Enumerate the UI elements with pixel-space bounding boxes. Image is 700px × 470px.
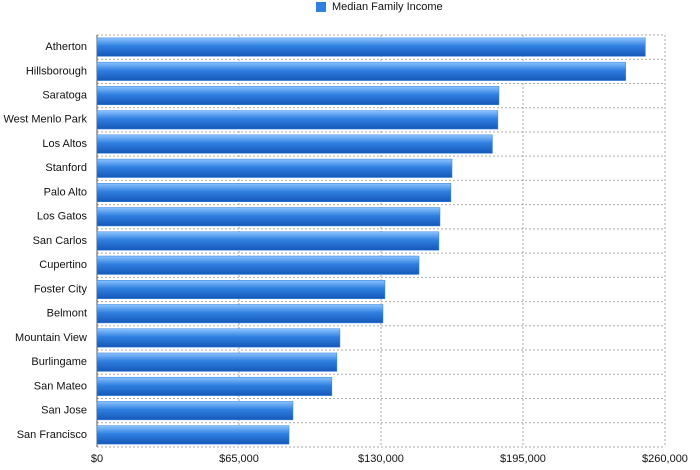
bar <box>96 376 333 396</box>
y-tick-label: Burlingame <box>31 356 87 368</box>
x-tick-label: $260,000 <box>642 453 688 465</box>
bar <box>96 401 294 421</box>
bar <box>96 86 500 106</box>
y-tick-label: Los Altos <box>42 138 87 150</box>
bar <box>96 61 626 81</box>
bar <box>96 207 441 227</box>
bar <box>96 231 440 251</box>
legend-label: Median Family Income <box>332 1 443 13</box>
legend-swatch <box>316 2 326 12</box>
bar <box>96 110 499 130</box>
bar <box>96 158 453 178</box>
y-tick-label: Palo Alto <box>44 186 87 198</box>
y-tick-label: San Francisco <box>17 429 87 441</box>
bar <box>96 183 452 202</box>
bar <box>96 425 290 445</box>
y-tick-label: Belmont <box>47 308 87 320</box>
y-tick-label: Hillsborough <box>26 65 87 77</box>
x-tick-label: $0 <box>91 453 103 465</box>
y-tick-label: San Mateo <box>34 380 87 392</box>
y-tick-label: Foster City <box>34 283 88 295</box>
bar <box>96 37 646 57</box>
y-tick-label: Saratoga <box>42 89 88 101</box>
x-tick-label: $130,000 <box>358 453 404 465</box>
y-tick-label: San Carlos <box>33 235 88 247</box>
bar <box>96 304 384 324</box>
bar <box>96 134 493 154</box>
y-tick-label: Mountain View <box>15 332 87 344</box>
y-tick-label: West Menlo Park <box>3 114 87 126</box>
bar <box>96 328 341 348</box>
y-tick-label: Stanford <box>45 162 87 174</box>
x-tick-label: $195,000 <box>500 453 546 465</box>
y-tick-label: Los Gatos <box>37 211 88 223</box>
y-tick-label: Cupertino <box>39 259 87 271</box>
y-tick-label: San Jose <box>41 405 87 417</box>
bar <box>96 352 338 372</box>
bar <box>96 255 420 275</box>
bar <box>96 280 386 299</box>
x-tick-label: $65,000 <box>219 453 259 465</box>
y-tick-label: Atherton <box>45 41 87 53</box>
